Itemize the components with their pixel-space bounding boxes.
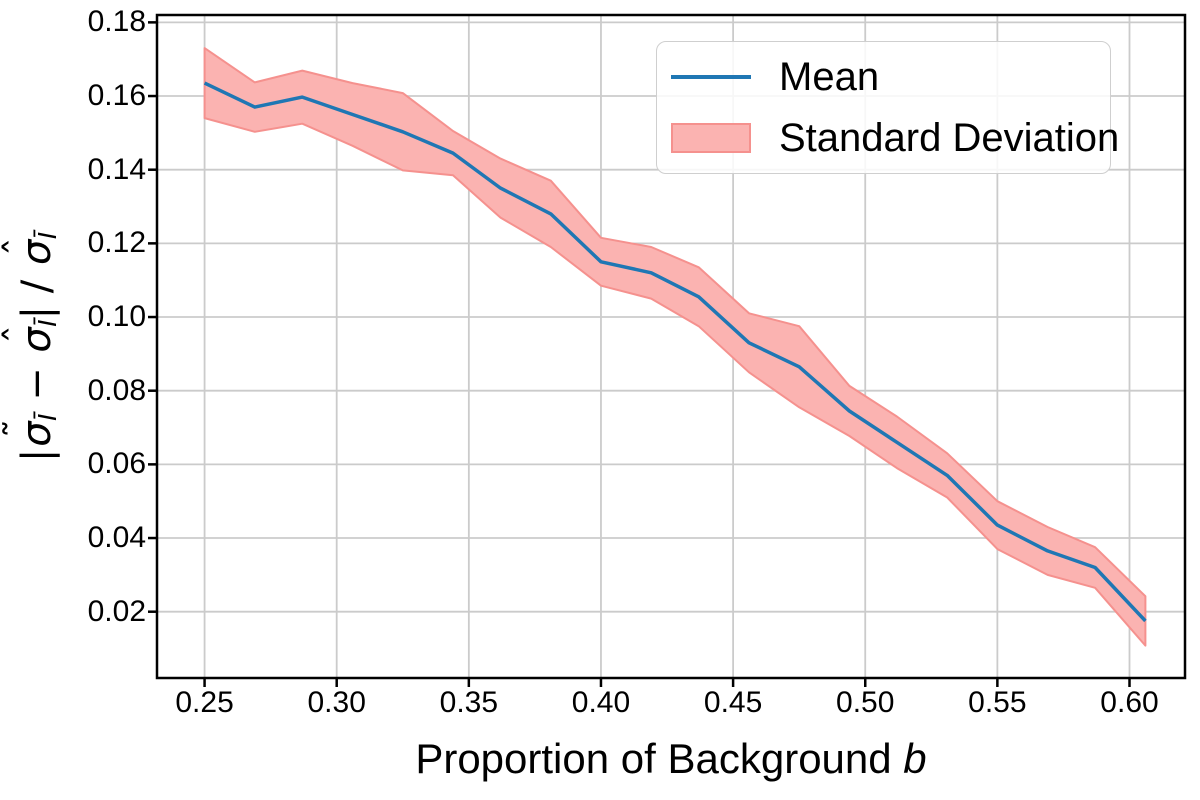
x-tick-label: 0.30: [307, 686, 366, 719]
legend-line-sample: [671, 74, 751, 79]
y-tick-label: 0.10: [87, 300, 146, 334]
y-tick-label: 0.14: [87, 152, 146, 186]
legend: Mean Standard Deviation: [656, 41, 1119, 174]
std-band: [203, 47, 1147, 647]
xlabel-text: Proportion of Background: [415, 735, 904, 782]
mean-line: [203, 81, 1147, 623]
y-tick-label: 0.08: [87, 373, 146, 407]
y-tick-label: 0.02: [87, 594, 146, 628]
x-tick-label: 0.25: [175, 686, 234, 719]
x-tick-label: 0.45: [703, 686, 763, 719]
x-tick-label: 0.50: [836, 686, 895, 719]
y-axis-label: | ˜ σĪ − ˆ σĪ| / ˆ σĪ: [0, 231, 62, 461]
y-tick-label: 0.04: [87, 521, 146, 555]
legend-label-mean: Mean: [779, 54, 880, 99]
y-tick-label: 0.06: [87, 447, 146, 481]
legend-patch-sample: [671, 123, 751, 154]
x-axis-label: Proportion of Background b: [157, 738, 1185, 780]
x-tick-label: 0.55: [968, 686, 1027, 719]
tilde-accent: ˜: [0, 418, 42, 438]
xlabel-variable-b: b: [903, 735, 927, 782]
y-tick-label: 0.18: [87, 5, 146, 39]
ylabel-slash: /: [14, 266, 60, 306]
x-tick-label: 0.35: [439, 686, 499, 719]
x-tick-label: 0.40: [571, 686, 631, 719]
legend-entry-std: Standard Deviation: [671, 118, 1119, 158]
y-tick-label: 0.16: [87, 79, 146, 113]
y-tick-label: 0.12: [87, 226, 146, 260]
x-tick-label: 0.60: [1100, 686, 1159, 719]
legend-label-std: Standard Deviation: [779, 116, 1120, 161]
plot-frame: [155, 13, 1187, 680]
legend-entry-mean: Mean: [671, 57, 1110, 97]
ylabel-sigma-tilde: ˜ σĪ: [0, 413, 62, 446]
